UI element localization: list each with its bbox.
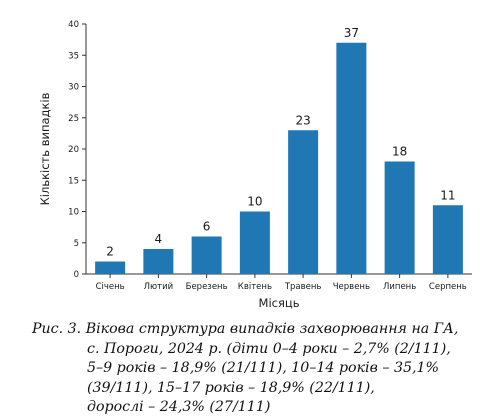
caption-line: (39/111), 15–17 років – 18,9% (22/111),	[87, 379, 375, 396]
data-label: 23	[295, 113, 310, 127]
data-label: 10	[247, 195, 262, 209]
x-tick-label: Січень	[96, 282, 125, 292]
data-label: 18	[392, 145, 407, 159]
plot-area: 0 5 10 15 20 25 30 35 40 2 Січень 4 Лютий 6 Березень 10…	[68, 20, 472, 292]
y-tick-label: 30	[68, 83, 79, 93]
data-label: 6	[203, 220, 211, 234]
x-tick-label: Травень	[284, 282, 322, 292]
y-tick-label: 5	[74, 239, 79, 249]
bar	[384, 161, 415, 274]
bar	[95, 261, 126, 274]
x-tick-label: Березень	[186, 282, 228, 292]
data-label: 4	[155, 232, 163, 246]
x-tick-label: Липень	[383, 282, 416, 292]
y-tick-label: 35	[68, 51, 79, 61]
y-tick-label: 15	[68, 176, 79, 186]
data-label: 37	[344, 26, 359, 40]
y-tick-label: 40	[68, 20, 79, 30]
bar	[239, 211, 270, 274]
y-axis-title: Кількість випадків	[38, 92, 52, 205]
bar	[191, 236, 222, 274]
x-axis-title: Місяць	[259, 296, 300, 310]
y-tick-label: 0	[74, 270, 79, 280]
bar	[288, 130, 319, 274]
x-tick-label: Червень	[333, 282, 370, 292]
bar	[336, 42, 367, 274]
x-tick-label: Квітень	[238, 282, 272, 292]
y-tick-label: 25	[68, 114, 79, 124]
caption-line: дорослі – 24,3% (27/111)	[87, 399, 271, 415]
data-label: 11	[440, 188, 455, 202]
y-tick-label: 20	[68, 145, 79, 155]
x-tick-label: Лютий	[144, 282, 174, 292]
y-tick-label: 10	[68, 208, 79, 218]
bar	[432, 205, 463, 274]
data-label: 2	[106, 245, 114, 259]
figure-caption: Рис. 3. Вікова структура випадків захвор…	[32, 320, 472, 418]
caption-line: 5–9 років – 18,9% (21/111), 10–14 років …	[87, 360, 440, 376]
x-tick-label: Серпень	[429, 282, 467, 292]
caption-line: Рис. 3. Вікова структура випадків захвор…	[32, 321, 459, 337]
bar	[143, 249, 174, 274]
caption-line: с. Пороги, 2024 р. (діти 0–4 роки – 2,7%…	[87, 340, 451, 357]
bar-chart: 0 5 10 15 20 25 30 35 40 2 Січень 4 Лютий 6 Березень 10…	[38, 20, 472, 310]
